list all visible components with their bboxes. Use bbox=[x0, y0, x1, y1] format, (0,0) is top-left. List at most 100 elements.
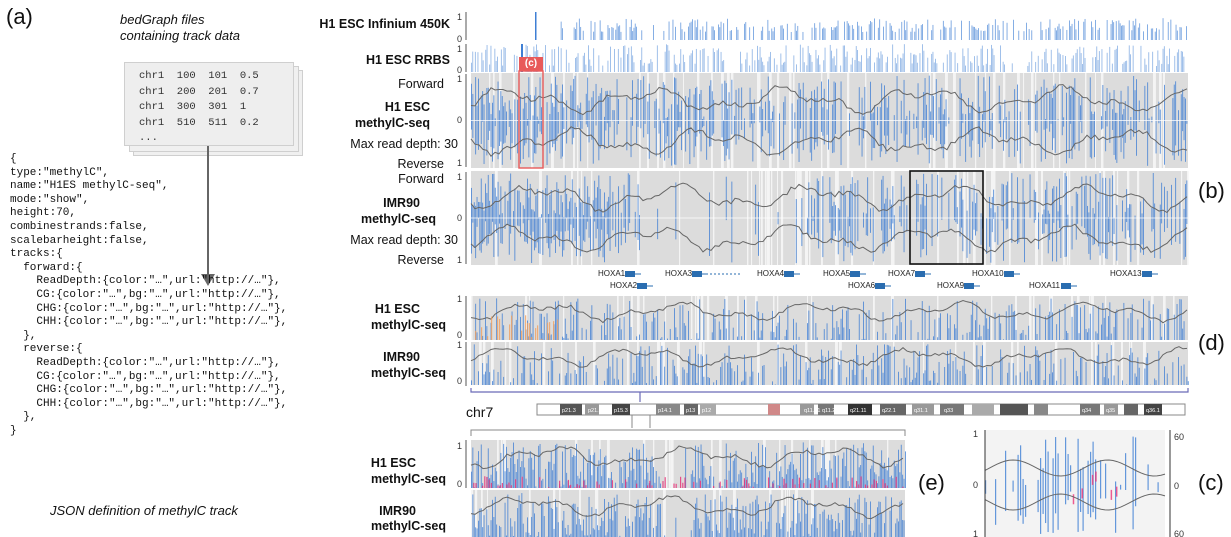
methylation-bar bbox=[933, 96, 934, 138]
methylation-bar bbox=[1024, 201, 1025, 263]
rrbs-bar bbox=[1062, 55, 1064, 72]
methylation-bar bbox=[1131, 304, 1133, 340]
infinium-bar bbox=[680, 22, 682, 40]
rrbs-bar bbox=[796, 64, 797, 72]
methylation-bar bbox=[566, 534, 568, 537]
methylation-bar bbox=[510, 109, 512, 160]
methylation-bar bbox=[1130, 348, 1132, 385]
infinium-bar bbox=[753, 26, 754, 40]
methylation-bar bbox=[580, 471, 582, 488]
imr-name2: methylC-seq bbox=[360, 212, 436, 226]
methylation-bar bbox=[493, 517, 495, 537]
methylation-bar bbox=[1095, 331, 1097, 340]
band-label: p15.3 bbox=[614, 408, 628, 414]
track-label-rrbs: H1 ESC RRBS bbox=[365, 53, 450, 67]
methylation-bar bbox=[986, 367, 988, 385]
methylation-bar bbox=[609, 366, 611, 385]
methylation-bar bbox=[893, 115, 895, 141]
methylation-bar bbox=[601, 325, 603, 340]
methylation-bar bbox=[739, 470, 741, 488]
infinium-bar bbox=[1154, 31, 1156, 40]
infinium-bar bbox=[931, 30, 933, 40]
methylation-bar bbox=[594, 452, 596, 488]
methylation-bar bbox=[1003, 119, 1004, 151]
methylation-bar bbox=[520, 316, 521, 340]
gap-stripe bbox=[923, 342, 925, 385]
rrbs-bar bbox=[699, 50, 701, 72]
methylation-bar bbox=[1029, 102, 1031, 146]
methylation-bar bbox=[1164, 366, 1165, 385]
rrbs-bar bbox=[1156, 65, 1157, 72]
methylation-bar bbox=[585, 93, 587, 125]
methylation-bar bbox=[1155, 105, 1157, 154]
methylation-bar bbox=[1047, 210, 1049, 254]
methylation-bar bbox=[619, 461, 621, 488]
c-depth-line bbox=[984, 459, 1166, 477]
methylation-bar bbox=[718, 482, 720, 488]
infinium-bar bbox=[641, 30, 643, 40]
chh-bar bbox=[882, 479, 884, 488]
methylation-bar bbox=[961, 178, 962, 228]
methylation-bar bbox=[731, 482, 733, 488]
methylation-bar bbox=[762, 108, 764, 137]
rrbs-bar bbox=[936, 63, 938, 72]
chh-bar bbox=[647, 485, 649, 488]
chh-bar bbox=[574, 486, 576, 488]
rrbs-bar bbox=[868, 56, 870, 72]
methylation-bar bbox=[1078, 333, 1080, 340]
infinium-bar bbox=[630, 19, 632, 40]
infinium-bar bbox=[575, 28, 576, 40]
methylation-bar bbox=[556, 182, 558, 231]
rrbs-bar bbox=[576, 56, 578, 72]
gap-stripe bbox=[1015, 296, 1018, 340]
methylation-bar bbox=[641, 366, 643, 385]
methylation-bar bbox=[828, 79, 829, 150]
methylation-bar bbox=[941, 87, 943, 150]
methylation-bar bbox=[646, 321, 647, 340]
methylation-bar bbox=[732, 460, 734, 488]
methylation-bar bbox=[1144, 85, 1146, 130]
rrbs-bar bbox=[614, 48, 615, 72]
rrbs-bar bbox=[560, 48, 562, 72]
chh-bar bbox=[746, 479, 748, 488]
methylation-bar bbox=[772, 310, 773, 340]
file-caption: bedGraph files containing track data bbox=[120, 12, 240, 44]
methylation-bar bbox=[1137, 319, 1139, 340]
methylation-bar bbox=[634, 211, 636, 238]
methylation-bar bbox=[590, 534, 591, 537]
methylation-bar bbox=[591, 475, 593, 488]
infinium-bar bbox=[706, 21, 708, 40]
infinium-bar bbox=[998, 30, 1000, 40]
infinium-bar bbox=[1113, 22, 1115, 40]
methylation-bar bbox=[520, 503, 521, 537]
methylation-bar bbox=[842, 458, 843, 488]
methylation-bar bbox=[553, 528, 555, 537]
read-depth-line bbox=[470, 84, 1188, 116]
methylation-bar bbox=[1077, 193, 1079, 224]
c-bar bbox=[995, 479, 997, 525]
methylation-bar bbox=[489, 372, 491, 385]
gap-stripe bbox=[835, 342, 838, 385]
infinium-bar bbox=[634, 23, 636, 40]
rrbs-bar bbox=[751, 49, 753, 72]
chg-bar bbox=[499, 318, 501, 340]
methylation-bar bbox=[877, 331, 878, 340]
methylation-bar bbox=[763, 535, 765, 537]
chh-bar bbox=[809, 483, 811, 488]
infinium-bar bbox=[846, 21, 848, 40]
methylation-bar bbox=[853, 444, 855, 488]
methylation-bar bbox=[1029, 174, 1031, 219]
rrbs-bar bbox=[770, 51, 771, 72]
gap-stripe bbox=[787, 490, 789, 537]
methylation-bar bbox=[489, 535, 491, 537]
methylation-bar bbox=[1105, 366, 1107, 385]
json-line: combinestrands:false, bbox=[10, 220, 149, 233]
methylation-bar bbox=[514, 464, 516, 488]
chr-band bbox=[800, 404, 814, 415]
methylation-bar bbox=[609, 175, 611, 251]
methylation-bar bbox=[1052, 372, 1053, 385]
methylation-bar bbox=[938, 317, 940, 340]
infinium-bar bbox=[868, 24, 870, 40]
methylation-bar bbox=[517, 190, 519, 226]
file-line: chr1 100 101 0.5 bbox=[139, 70, 259, 82]
